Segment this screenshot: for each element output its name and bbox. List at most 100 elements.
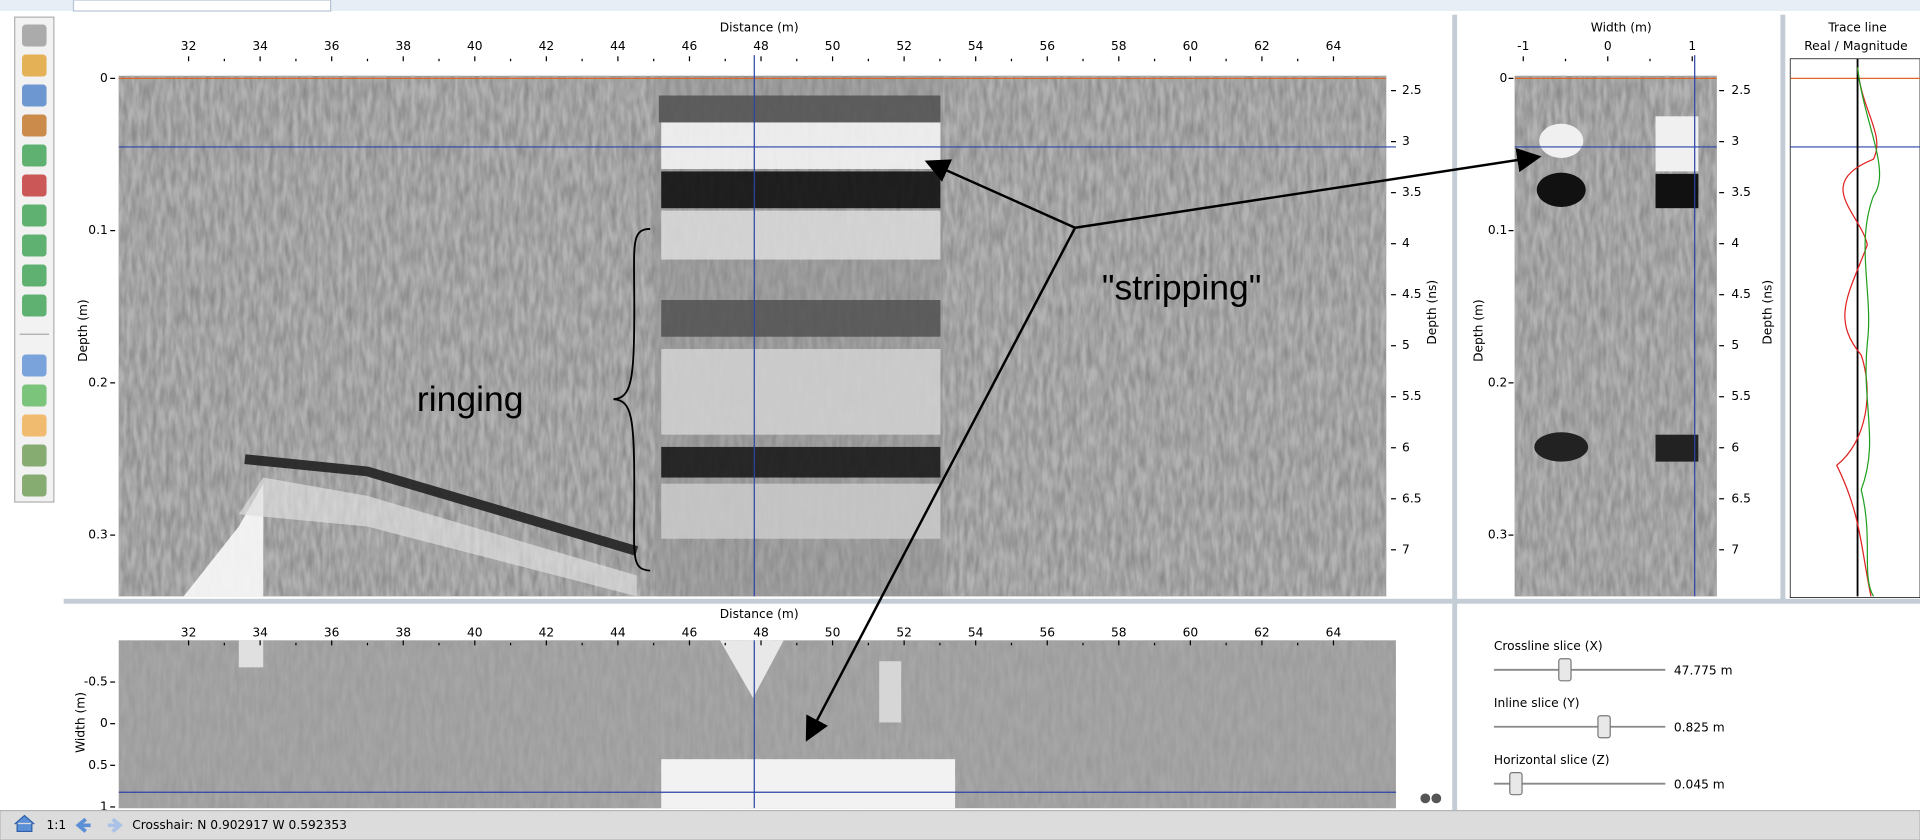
x-tick-label: 52 bbox=[896, 626, 912, 640]
tool-button[interactable] bbox=[22, 144, 47, 167]
x-tick-label: 40 bbox=[467, 626, 483, 640]
depth-tick-label: 0 bbox=[100, 71, 108, 85]
x-tick-label: 60 bbox=[1183, 626, 1199, 640]
x-tick-label: 38 bbox=[395, 39, 411, 53]
y-axis-label: Depth (ns) bbox=[1761, 280, 1775, 345]
x-tick-label: 50 bbox=[825, 39, 841, 53]
time-tick-label: 6.5 bbox=[1402, 491, 1421, 505]
width-tick-label: 1 bbox=[100, 799, 108, 813]
trace-real bbox=[1835, 67, 1878, 597]
x-tick-label: 32 bbox=[181, 626, 197, 640]
slider-thumb[interactable] bbox=[1558, 658, 1572, 682]
time-tick-label: 6 bbox=[1402, 440, 1410, 454]
tool-button[interactable] bbox=[22, 114, 47, 137]
x-tick-label: 58 bbox=[1111, 626, 1127, 640]
time-tick-label: 5.5 bbox=[1402, 389, 1421, 403]
crossline-reflections bbox=[1534, 116, 1699, 462]
time-tick-label: 4 bbox=[1402, 236, 1410, 250]
time-tick-label: 4 bbox=[1731, 236, 1739, 250]
back-button[interactable] bbox=[75, 817, 91, 833]
x-tick-label: 48 bbox=[753, 626, 769, 640]
x-tick-label: 42 bbox=[539, 39, 555, 53]
legend-magnitude: Magnitude bbox=[1843, 39, 1908, 53]
tool-button[interactable] bbox=[22, 174, 47, 197]
x-axis-label: Distance (m) bbox=[720, 21, 799, 35]
trace-title: Trace line bbox=[1827, 21, 1886, 35]
brace bbox=[613, 228, 651, 572]
arrow bbox=[1074, 147, 1542, 229]
tool-button[interactable] bbox=[22, 234, 47, 257]
tool-button[interactable] bbox=[22, 384, 47, 407]
zoom-button[interactable]: 1:1 bbox=[47, 818, 67, 832]
slider-thumb[interactable] bbox=[1509, 772, 1523, 796]
plan-feature bbox=[661, 759, 956, 809]
annotation: ringing bbox=[417, 379, 524, 419]
x-tick-label: 54 bbox=[968, 626, 984, 640]
time-tick-label: 6 bbox=[1731, 440, 1739, 454]
tool-button[interactable] bbox=[22, 264, 47, 287]
x-tick-label: 46 bbox=[682, 39, 698, 53]
splitter[interactable] bbox=[1780, 14, 1786, 601]
slider-thumb[interactable] bbox=[1597, 715, 1611, 739]
tab-strip bbox=[0, 0, 1920, 12]
slider-value: 0.045 m bbox=[1674, 777, 1725, 791]
legend-real: Real bbox=[1804, 39, 1830, 53]
x-axis-label: Width (m) bbox=[1591, 21, 1652, 35]
x-tick-label: 62 bbox=[1254, 626, 1270, 640]
y-axis-label: Depth (m) bbox=[1472, 299, 1486, 362]
splitter[interactable] bbox=[63, 598, 1920, 604]
plan-feature bbox=[238, 640, 264, 668]
y-axis-label: Depth (m) bbox=[76, 299, 90, 362]
x-tick-label: 42 bbox=[539, 626, 555, 640]
x-tick-label: 0 bbox=[1604, 39, 1612, 53]
x-tick-label: 56 bbox=[1039, 626, 1055, 640]
x-tick-label: 60 bbox=[1183, 39, 1199, 53]
reflections bbox=[183, 75, 943, 597]
y-axis-label: Depth (ns) bbox=[1425, 280, 1439, 345]
tool-button[interactable] bbox=[22, 414, 47, 437]
x-tick-label: -1 bbox=[1517, 39, 1529, 53]
x-tick-label: 38 bbox=[395, 626, 411, 640]
time-tick-label: 7 bbox=[1731, 542, 1739, 556]
home-button[interactable] bbox=[14, 814, 35, 833]
x-tick-label: 36 bbox=[324, 39, 340, 53]
width-tick-label: 0.5 bbox=[88, 758, 107, 772]
splitter[interactable] bbox=[1452, 14, 1458, 811]
x-tick-label: 36 bbox=[324, 626, 340, 640]
tab[interactable] bbox=[72, 0, 332, 12]
tool-button[interactable] bbox=[22, 294, 47, 317]
x-tick-label: 52 bbox=[896, 39, 912, 53]
annotation: "stripping" bbox=[1102, 268, 1261, 308]
trace-panel bbox=[1789, 58, 1920, 598]
slider-value: 0.825 m bbox=[1674, 720, 1725, 734]
time-tick-label: 2.5 bbox=[1731, 83, 1750, 97]
tool-button[interactable] bbox=[22, 54, 47, 77]
depth-tick-label: 0.3 bbox=[1488, 528, 1507, 542]
slider-label: Horizontal slice (Z) bbox=[1494, 753, 1610, 767]
forward-button[interactable] bbox=[107, 817, 123, 833]
depth-tick-label: 0.3 bbox=[88, 528, 107, 542]
time-tick-label: 7 bbox=[1402, 542, 1410, 556]
x-tick-label: 56 bbox=[1039, 39, 1055, 53]
tool-button[interactable] bbox=[22, 204, 47, 227]
plan-feature bbox=[720, 640, 784, 698]
x-tick-label: 1 bbox=[1688, 39, 1696, 53]
slider-label: Crossline slice (X) bbox=[1494, 639, 1603, 653]
tool-button[interactable] bbox=[22, 24, 47, 47]
tool-button[interactable] bbox=[22, 354, 47, 377]
x-tick-label: 44 bbox=[610, 626, 626, 640]
tool-button[interactable] bbox=[22, 474, 47, 497]
tool-button[interactable] bbox=[22, 444, 47, 467]
time-tick-label: 3.5 bbox=[1402, 185, 1421, 199]
depth-tick-label: 0.2 bbox=[1488, 375, 1507, 389]
x-tick-label: 40 bbox=[467, 39, 483, 53]
y-axis-label: Width (m) bbox=[73, 692, 87, 753]
x-tick-label: 44 bbox=[610, 39, 626, 53]
binoculars-button[interactable] bbox=[1420, 793, 1442, 804]
arrow bbox=[805, 227, 1077, 742]
time-tick-label: 6.5 bbox=[1731, 491, 1750, 505]
x-tick-label: 34 bbox=[252, 39, 268, 53]
tool-button[interactable] bbox=[22, 84, 47, 107]
